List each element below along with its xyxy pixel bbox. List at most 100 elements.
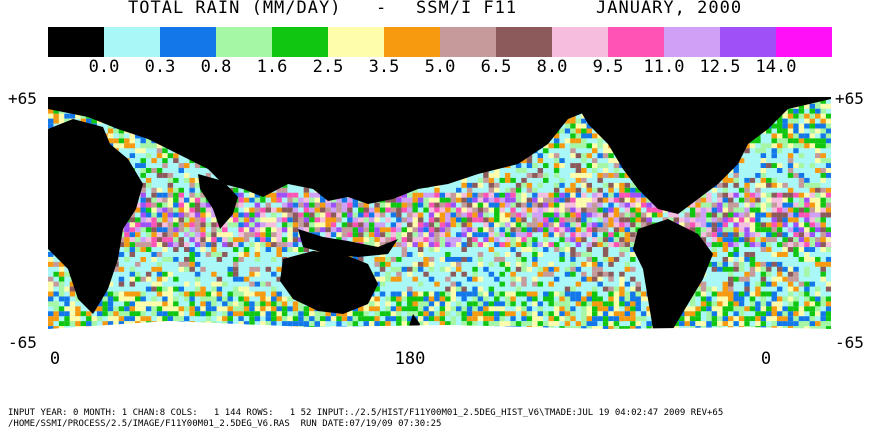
rain-cell	[564, 207, 571, 213]
rain-cell	[597, 301, 603, 307]
rain-cell	[570, 133, 576, 139]
rain-cell	[515, 207, 522, 213]
rain-cell	[815, 296, 821, 302]
rain-cell	[178, 212, 184, 218]
rain-cell	[466, 291, 473, 297]
rain-cell	[292, 232, 299, 238]
rain-cell	[477, 177, 484, 183]
rain-cell	[450, 207, 456, 213]
rain-cell	[804, 266, 810, 272]
rain-cell	[504, 197, 511, 203]
rain-cell	[755, 232, 761, 238]
rain-cell	[532, 301, 538, 307]
rain-cell	[472, 242, 478, 248]
rain-cell	[825, 192, 831, 198]
rain-cell	[804, 237, 810, 243]
rain-cell	[543, 227, 549, 233]
rain-cell	[162, 192, 168, 198]
rain-cell	[287, 296, 293, 302]
rain-cell	[651, 212, 658, 218]
rain-cell	[820, 296, 826, 302]
rain-cell	[292, 222, 299, 228]
rain-cell	[167, 212, 174, 218]
rain-cell	[140, 276, 146, 282]
rain-cell	[706, 222, 712, 228]
rain-cell	[793, 148, 799, 154]
rain-cell	[401, 202, 408, 208]
rain-cell	[151, 237, 157, 243]
rain-cell	[787, 291, 794, 297]
rain-cell	[281, 202, 288, 208]
rain-cell	[140, 182, 146, 188]
rain-cell	[347, 232, 353, 238]
rain-cell	[782, 118, 788, 124]
rain-cell	[619, 182, 625, 188]
rain-cell	[564, 158, 571, 164]
rain-cell	[341, 227, 348, 233]
rain-cell	[825, 237, 831, 243]
rain-cell	[553, 227, 560, 233]
rain-cell	[815, 237, 821, 243]
rain-cell	[782, 177, 788, 183]
rain-cell	[423, 197, 429, 203]
rain-cell	[145, 232, 152, 238]
rain-cell	[390, 291, 397, 297]
rain-cell	[559, 197, 565, 203]
rain-cell	[809, 103, 816, 109]
rain-cell	[298, 197, 304, 203]
rain-cell	[755, 237, 761, 243]
rain-cell	[292, 301, 299, 307]
rain-cell	[140, 301, 146, 307]
rain-cell	[162, 266, 168, 272]
rain-cell	[815, 103, 821, 109]
rain-cell	[532, 227, 538, 233]
rain-cell	[755, 202, 761, 208]
rain-cell	[581, 182, 587, 188]
rain-cell	[260, 222, 266, 228]
rain-cell	[804, 217, 810, 223]
rain-cell	[766, 168, 772, 173]
rain-cell	[140, 158, 146, 164]
rain-cell	[526, 217, 533, 223]
rain-cell	[113, 296, 119, 302]
rain-cell	[401, 242, 408, 248]
rain-cell	[771, 252, 777, 257]
rain-cell	[325, 217, 331, 223]
rain-cell	[738, 291, 745, 297]
rain-cell	[156, 212, 163, 218]
rain-cell	[48, 123, 54, 129]
rain-cell	[635, 291, 641, 297]
rain-cell	[581, 123, 587, 129]
title-date: JANUARY, 2000	[596, 0, 743, 18]
rain-cell	[450, 281, 456, 287]
rain-cell	[178, 227, 184, 233]
rain-cell	[717, 271, 723, 277]
rain-cell	[145, 286, 152, 292]
rain-cell	[798, 113, 805, 119]
rain-cell	[581, 301, 587, 307]
rain-cell	[118, 128, 125, 134]
rain-cell	[809, 192, 816, 198]
rain-cell	[276, 276, 282, 282]
rain-cell	[586, 133, 592, 139]
rain-cell	[755, 301, 761, 307]
rain-cell	[222, 237, 228, 243]
rain-cell	[450, 217, 456, 223]
rain-cell	[804, 281, 810, 287]
rain-cell	[570, 143, 576, 149]
rain-cell	[776, 222, 783, 228]
rain-cell	[156, 197, 163, 203]
rain-cell	[825, 143, 831, 149]
rain-cell	[249, 232, 255, 238]
rain-cell	[347, 202, 353, 208]
rain-cell	[602, 227, 609, 233]
rain-cell	[543, 197, 549, 203]
rain-cell	[118, 301, 125, 307]
rain-cell	[140, 242, 146, 248]
rain-cell	[532, 207, 538, 213]
rain-cell	[809, 227, 816, 233]
rain-cell	[102, 128, 108, 134]
rain-cell	[494, 182, 500, 188]
rain-cell	[711, 296, 718, 302]
rain-cell	[238, 217, 244, 223]
